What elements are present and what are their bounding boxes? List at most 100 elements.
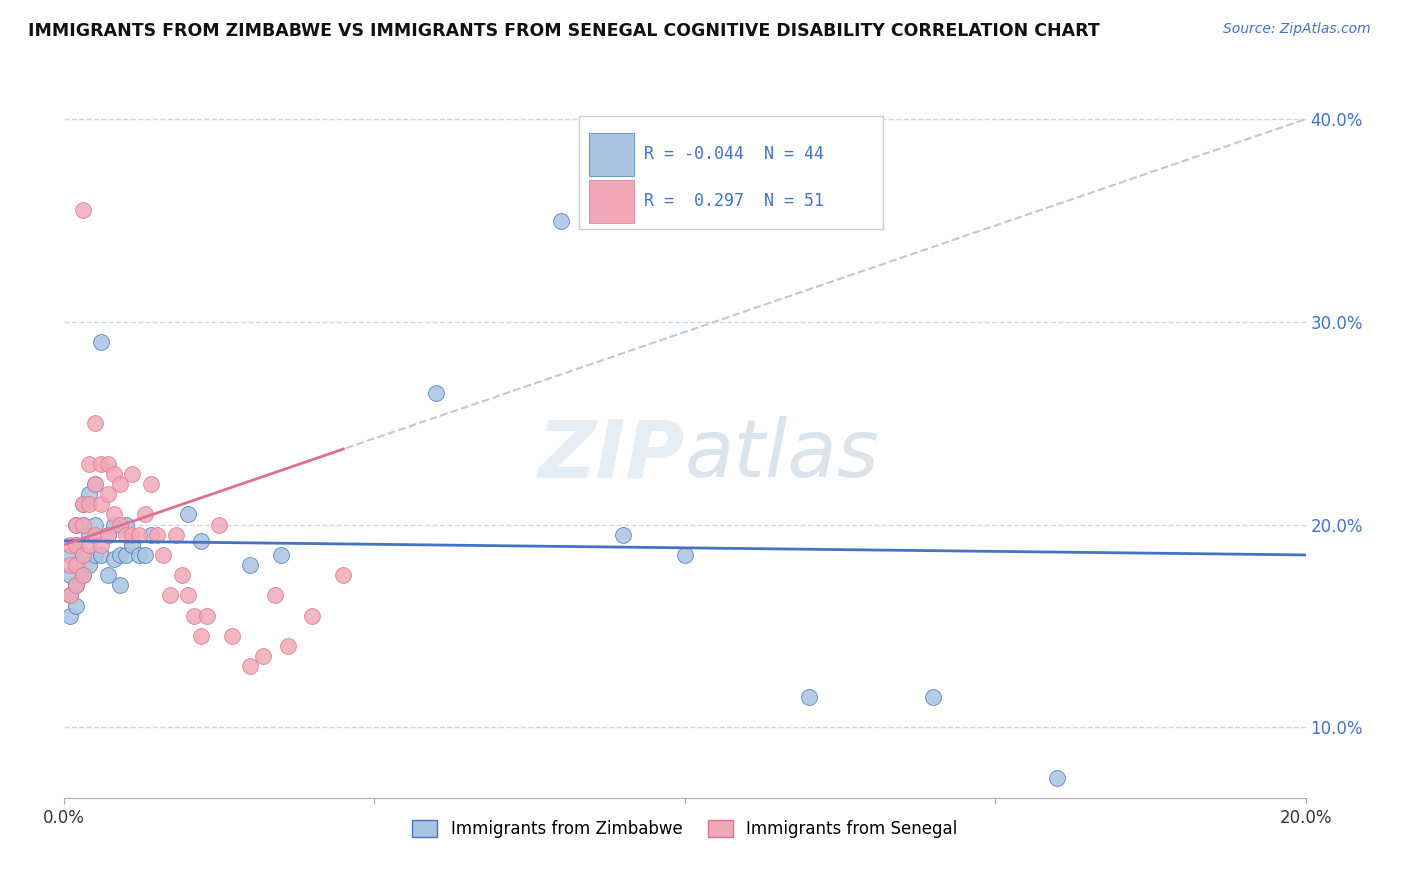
Point (128, 527, 150, 541)
Point (108, 517, 131, 532)
Point (177, 589, 200, 603)
Point (183, 608, 205, 623)
Point (65, 599, 87, 613)
Point (96, 527, 118, 541)
Text: R =  0.297  N = 51: R = 0.297 N = 51 (644, 193, 824, 211)
Point (108, 477, 131, 491)
Point (59, 568, 82, 582)
Point (77, 527, 100, 541)
Point (121, 538, 143, 552)
Point (159, 589, 181, 603)
Point (115, 517, 138, 532)
Point (134, 548, 156, 562)
Point (72, 568, 94, 582)
Point (239, 558, 262, 572)
Point (90, 497, 112, 511)
FancyBboxPatch shape (589, 180, 634, 223)
Point (72, 517, 94, 532)
Point (65, 578, 87, 592)
Point (108, 578, 131, 592)
Point (1046, 771, 1069, 785)
Point (59, 548, 82, 562)
Text: atlas: atlas (685, 417, 880, 494)
Point (146, 527, 169, 541)
Point (65, 558, 87, 572)
Point (195, 608, 218, 623)
Point (59, 589, 82, 603)
Point (59, 589, 82, 603)
Point (108, 548, 131, 562)
Text: Source: ZipAtlas.com: Source: ZipAtlas.com (1223, 22, 1371, 37)
Point (115, 527, 138, 541)
Point (103, 552, 125, 566)
Point (208, 517, 231, 532)
FancyBboxPatch shape (579, 116, 883, 229)
Point (103, 517, 125, 532)
Point (96, 487, 118, 501)
Point (177, 508, 200, 522)
Point (90, 538, 112, 552)
Point (90, 457, 112, 471)
Point (550, 213, 572, 227)
Point (84, 477, 107, 491)
Point (84, 527, 107, 541)
Point (77, 457, 100, 471)
Point (72, 548, 94, 562)
Point (65, 517, 87, 532)
Point (190, 533, 212, 548)
Text: ZIP: ZIP (537, 417, 685, 494)
FancyBboxPatch shape (589, 133, 634, 176)
Point (165, 527, 187, 541)
Point (65, 538, 87, 552)
Point (270, 548, 292, 562)
Point (128, 548, 150, 562)
Point (84, 416, 107, 430)
Point (84, 548, 107, 562)
Point (59, 558, 82, 572)
Point (59, 538, 82, 552)
Point (121, 467, 143, 481)
Point (72, 568, 94, 582)
Point (90, 335, 112, 350)
Point (96, 457, 118, 471)
Point (301, 608, 323, 623)
Point (134, 508, 156, 522)
Point (77, 558, 100, 572)
Point (77, 487, 100, 501)
Point (612, 527, 634, 541)
Point (65, 517, 87, 532)
Point (72, 203, 94, 218)
Point (152, 548, 174, 562)
Point (65, 578, 87, 592)
Legend: Immigrants from Zimbabwe, Immigrants from Senegal: Immigrants from Zimbabwe, Immigrants fro… (406, 813, 963, 845)
Point (72, 517, 94, 532)
Point (77, 538, 100, 552)
Point (121, 527, 143, 541)
Point (673, 548, 696, 562)
Point (90, 548, 112, 562)
Point (77, 497, 100, 511)
Point (276, 639, 298, 653)
Text: R = -0.044  N = 44: R = -0.044 N = 44 (644, 145, 824, 163)
Point (96, 568, 118, 582)
Point (922, 690, 945, 704)
Point (190, 629, 212, 643)
Point (264, 589, 287, 603)
Point (65, 538, 87, 552)
Point (221, 629, 243, 643)
Text: IMMIGRANTS FROM ZIMBABWE VS IMMIGRANTS FROM SENEGAL COGNITIVE DISABILITY CORRELA: IMMIGRANTS FROM ZIMBABWE VS IMMIGRANTS F… (28, 22, 1099, 40)
Point (72, 548, 94, 562)
Point (115, 548, 138, 562)
Point (84, 477, 107, 491)
Point (252, 649, 274, 664)
Point (72, 497, 94, 511)
Point (139, 477, 162, 491)
Point (96, 527, 118, 541)
Point (239, 659, 262, 673)
Point (84, 517, 107, 532)
Point (103, 508, 125, 522)
Point (170, 568, 193, 582)
Point (72, 497, 94, 511)
Point (65, 558, 87, 572)
Point (797, 690, 820, 704)
